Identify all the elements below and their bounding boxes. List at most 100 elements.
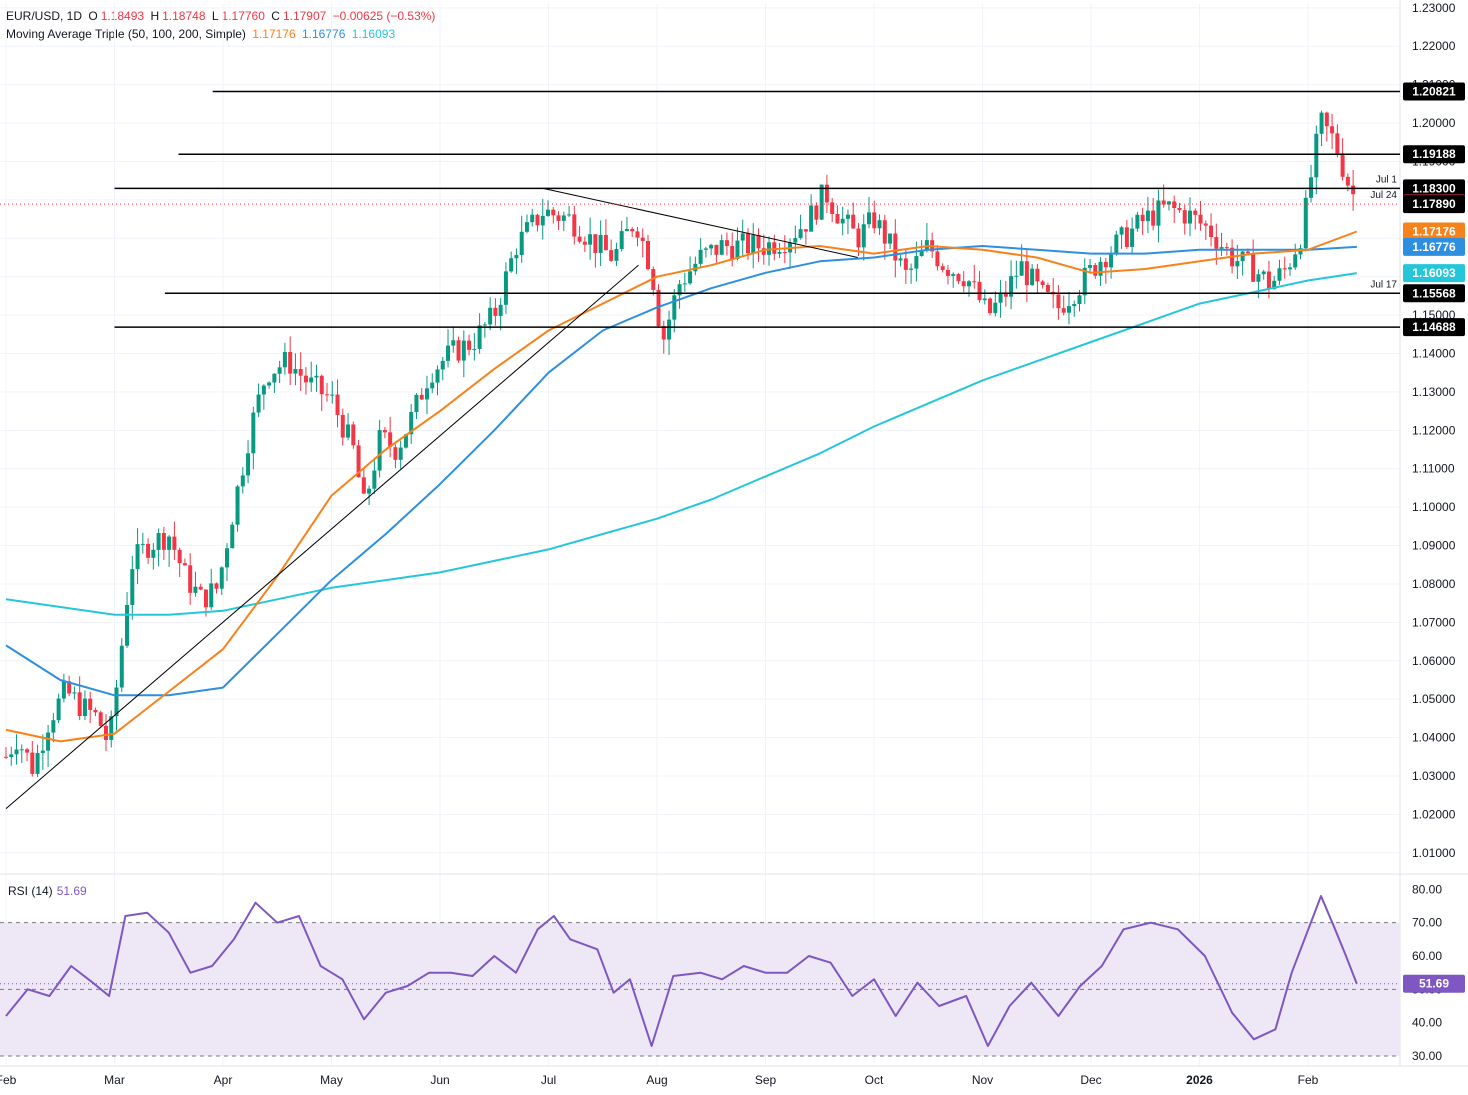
- candle: [1066, 291, 1071, 325]
- candle: [340, 408, 345, 446]
- candle: [225, 543, 230, 582]
- candle-body: [293, 368, 298, 374]
- candle: [40, 734, 45, 770]
- candle-body: [1188, 210, 1193, 224]
- candle-body: [798, 229, 803, 239]
- candle-body: [109, 716, 114, 740]
- candle-body: [630, 228, 635, 232]
- candle: [803, 228, 808, 245]
- candle: [114, 679, 119, 731]
- candle: [198, 583, 203, 591]
- candle-body: [546, 209, 551, 216]
- price-badge-bg: [1403, 145, 1465, 164]
- candle-body: [756, 235, 761, 249]
- candle-body: [261, 385, 266, 395]
- candle-body: [972, 281, 977, 283]
- candle: [919, 240, 924, 257]
- candle-body: [567, 214, 572, 216]
- price-tick-label: 1.08000: [1412, 577, 1456, 591]
- low-label: L: [211, 9, 219, 23]
- candle-body: [940, 266, 945, 270]
- candle: [1072, 300, 1077, 317]
- candle-body: [477, 325, 482, 349]
- candle-body: [814, 205, 819, 220]
- candle: [1082, 258, 1087, 305]
- candle-body: [446, 345, 451, 361]
- candle-body: [724, 240, 729, 247]
- price-tick-label: 1.12000: [1412, 423, 1456, 437]
- candle-body: [714, 244, 719, 255]
- price-badge: 1.15568: [1403, 284, 1465, 303]
- candle: [182, 558, 187, 566]
- candle: [1119, 225, 1124, 249]
- candle-body: [556, 215, 561, 221]
- candle: [524, 214, 529, 234]
- candle-body: [161, 533, 166, 550]
- candle: [435, 365, 440, 396]
- candle-body: [277, 367, 282, 374]
- candle: [1282, 256, 1287, 279]
- price-tick-label: 1.06000: [1412, 654, 1456, 668]
- candle-body: [472, 348, 477, 350]
- candle: [93, 707, 98, 717]
- candle-body: [582, 241, 587, 245]
- candle-body: [398, 447, 403, 460]
- candle: [1198, 200, 1203, 231]
- candle: [909, 263, 914, 284]
- candle-body: [877, 220, 882, 229]
- candle: [1056, 285, 1061, 320]
- candle: [509, 251, 514, 273]
- candle: [840, 206, 845, 236]
- low-value: 1.17760: [221, 9, 265, 23]
- x-tick-label: Feb: [1298, 1073, 1319, 1087]
- candle-body: [882, 220, 887, 244]
- candle: [730, 232, 735, 267]
- candle: [482, 322, 487, 338]
- candle: [798, 214, 803, 240]
- candle: [414, 393, 419, 420]
- candle: [561, 211, 566, 232]
- candle-body: [909, 268, 914, 270]
- candle: [593, 234, 598, 268]
- candle: [4, 747, 8, 760]
- candle: [582, 236, 587, 253]
- candle-body: [509, 258, 514, 272]
- candle-body: [1030, 268, 1035, 286]
- candle-body: [1124, 227, 1129, 247]
- candle-body: [1056, 294, 1061, 309]
- candle-body: [125, 604, 130, 646]
- candle: [193, 571, 198, 597]
- candle-body: [9, 754, 14, 758]
- candle-body: [777, 252, 782, 254]
- price-tick-label: 1.04000: [1412, 731, 1456, 745]
- candle-body: [1256, 274, 1261, 282]
- candle-body: [903, 258, 908, 270]
- candle-body: [1224, 247, 1229, 249]
- candle: [503, 262, 508, 314]
- x-tick-label: Aug: [646, 1073, 667, 1087]
- candle: [1340, 138, 1345, 181]
- candle: [398, 440, 403, 469]
- candle-body: [1040, 281, 1045, 285]
- candle: [409, 404, 414, 444]
- candle: [319, 374, 324, 412]
- candle: [361, 468, 366, 495]
- candle: [1140, 207, 1145, 235]
- candle-body: [1314, 133, 1319, 178]
- candle: [740, 219, 745, 257]
- candle-body: [1335, 133, 1340, 154]
- candle-body: [945, 269, 950, 276]
- candle: [951, 272, 956, 288]
- candle-body: [1166, 201, 1171, 205]
- candle: [756, 228, 761, 262]
- candle: [751, 223, 756, 269]
- candle: [72, 686, 77, 700]
- price-badge-label: 1.19188: [1412, 147, 1456, 161]
- candle-body: [1272, 280, 1277, 289]
- candle: [1351, 169, 1356, 211]
- candle-body: [340, 414, 345, 438]
- candle-body: [935, 251, 940, 267]
- candle: [267, 381, 272, 389]
- candle: [572, 206, 577, 245]
